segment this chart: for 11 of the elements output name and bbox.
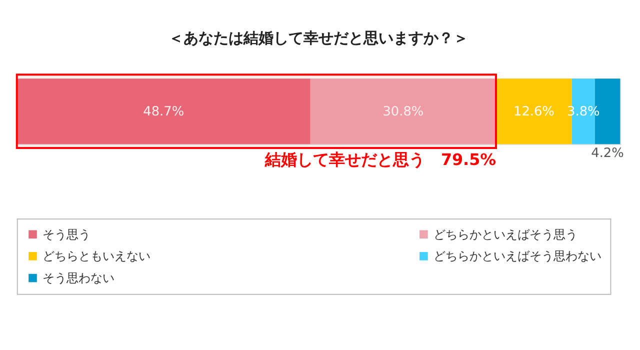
legend-label: そう思う <box>42 227 91 242</box>
legend-label: そう思わない <box>42 270 115 285</box>
legend-label: どちらかといえばそう思わない <box>434 249 602 264</box>
data-label: 48.7% <box>143 104 184 120</box>
legend-label: どちらともいえない <box>42 249 151 264</box>
legend-label: どちらかといえばそう思う <box>434 227 578 242</box>
chart-title: ＜あなたは結婚して幸せだと思いますか？＞ <box>168 28 469 47</box>
data-label: 30.8% <box>382 104 424 120</box>
band-label: 結婚して幸せだと思う 79.5% <box>264 150 496 169</box>
data-label: 12.6% <box>514 104 554 120</box>
data-label: 4.2% <box>591 146 624 161</box>
